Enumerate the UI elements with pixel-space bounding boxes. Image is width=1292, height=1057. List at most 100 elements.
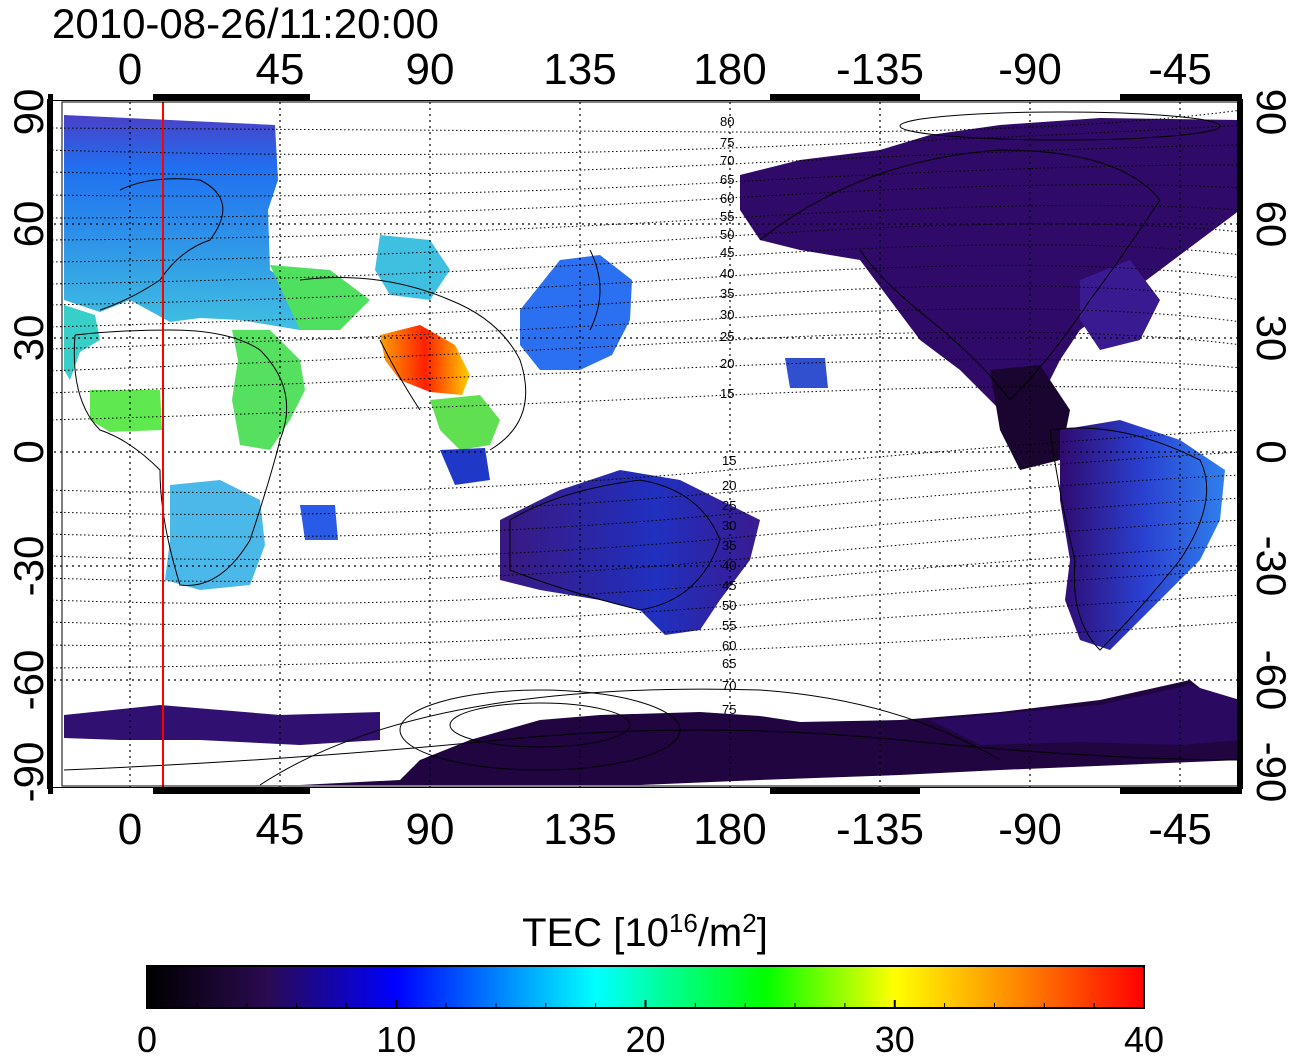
contour-label: 65 xyxy=(722,656,736,671)
polar-contours xyxy=(259,111,1221,786)
contour-label: 25 xyxy=(722,498,736,513)
lat-tick-right: -30 xyxy=(1248,536,1292,597)
contour-label: 20 xyxy=(720,356,734,371)
contour-label: 70 xyxy=(720,153,734,168)
lat-tick-left: 60 xyxy=(5,201,52,248)
contour-label: 55 xyxy=(722,618,736,633)
lat-tick-left: -60 xyxy=(5,650,52,711)
colorbar: TEC [1016/m2] 0 10 20 30 40 xyxy=(137,908,1164,1057)
contour-label: 40 xyxy=(722,558,736,573)
tec-region-antarctica xyxy=(64,680,1240,785)
contour-label: 60 xyxy=(720,191,734,206)
lon-tick-bottom: 90 xyxy=(406,805,455,854)
lon-tick-bottom: 45 xyxy=(256,805,305,854)
lon-tick-bottom: -45 xyxy=(1148,805,1212,854)
contour-label: 35 xyxy=(720,286,734,301)
tec-region-africa-west xyxy=(90,390,162,432)
coastlines xyxy=(63,149,1241,771)
contour-label: 30 xyxy=(720,307,734,322)
lat-tick-right: 30 xyxy=(1248,315,1292,362)
graticule xyxy=(48,102,1242,787)
contour-label: 45 xyxy=(722,578,736,593)
lon-tick-top: 45 xyxy=(256,45,305,94)
contour-label: 60 xyxy=(722,638,736,653)
colorbar-tick-label: 40 xyxy=(1124,1019,1164,1057)
colorbar-title: TEC [1016/m2] xyxy=(522,908,768,955)
lat-tick-right: 60 xyxy=(1248,201,1292,248)
lat-tick-left: 30 xyxy=(5,315,52,362)
tec-region-middle-east xyxy=(270,265,370,330)
figure-title: 2010-08-26/11:20:00 xyxy=(52,0,439,47)
magnetic-contours xyxy=(47,109,1243,669)
contour-label: 65 xyxy=(720,172,734,187)
lat-tick-left: -90 xyxy=(5,742,52,803)
lon-tick-top: 90 xyxy=(406,45,455,94)
tec-data-layer xyxy=(64,115,1240,785)
lat-tick-left: -30 xyxy=(5,536,52,597)
tec-region-central-america xyxy=(990,365,1070,470)
tec-region-europe xyxy=(64,115,310,330)
lon-tick-top: 180 xyxy=(693,45,766,94)
tec-region-north-america-east xyxy=(1080,260,1160,350)
colorbar-tick-label: 10 xyxy=(376,1019,416,1057)
contour-label: 75 xyxy=(722,702,736,717)
tec-region-africa-south xyxy=(165,480,265,590)
frame-minor-ticks xyxy=(53,94,1120,794)
contour-label: 15 xyxy=(720,386,734,401)
colorbar-ticks: 0 10 20 30 40 xyxy=(137,1000,1164,1057)
lat-ticks-right: 90 60 30 0 -30 -60 -90 xyxy=(1248,89,1292,803)
lat-tick-right: 0 xyxy=(1248,440,1292,463)
contour-labels-south: 15 20 25 30 35 40 45 50 55 60 65 70 75 xyxy=(722,453,736,717)
lon-tick-top: 0 xyxy=(118,45,142,94)
tec-region-africa-central xyxy=(232,330,305,450)
tec-region-hawaii xyxy=(785,358,828,388)
tec-region-antarctica-west xyxy=(64,705,380,745)
tec-region-south-america xyxy=(1060,420,1225,650)
lat-ticks-left: 90 60 30 0 -30 -60 -90 xyxy=(5,89,52,803)
lon-tick-top: 135 xyxy=(543,45,616,94)
contour-label: 50 xyxy=(722,598,736,613)
lat-tick-right: -90 xyxy=(1248,742,1292,803)
tec-region-africa-north xyxy=(64,305,100,380)
contour-label: 25 xyxy=(720,329,734,344)
tec-region-australia xyxy=(500,470,760,635)
lon-tick-top: -90 xyxy=(998,45,1062,94)
contour-label: 20 xyxy=(722,478,736,493)
tec-region-indochina xyxy=(430,395,500,450)
contour-label: 50 xyxy=(720,227,734,242)
contour-labels-north: 80 75 70 65 60 55 50 45 40 35 30 25 20 15 xyxy=(720,114,734,401)
lon-tick-top: -135 xyxy=(836,45,924,94)
lon-ticks-bottom: 0 45 90 135 180 -135 -90 -45 xyxy=(118,805,1212,854)
tec-region-mongolia xyxy=(375,235,450,300)
contour-label: 30 xyxy=(722,518,736,533)
contour-label: 80 xyxy=(720,114,734,129)
lon-tick-bottom: 0 xyxy=(118,805,142,854)
map-panel: 80 75 70 65 60 55 50 45 40 35 30 25 20 15 15 20 25 30 35 4… xyxy=(47,94,1243,794)
lat-tick-left: 0 xyxy=(5,440,52,463)
tec-region-madagascar xyxy=(300,505,338,540)
lon-tick-bottom: 180 xyxy=(693,805,766,854)
contour-label: 15 xyxy=(722,453,736,468)
tec-region-east-asia xyxy=(520,255,632,370)
tec-region-antarctica-east xyxy=(930,685,1240,745)
contour-label: 40 xyxy=(720,266,734,281)
lon-tick-bottom: 135 xyxy=(543,805,616,854)
contour-label: 45 xyxy=(720,245,734,260)
colorbar-tick-label: 0 xyxy=(137,1019,157,1057)
colorbar-tick-label: 30 xyxy=(875,1019,915,1057)
lat-tick-right: -60 xyxy=(1248,650,1292,711)
tec-region-north-america xyxy=(740,118,1240,420)
contour-label: 75 xyxy=(720,135,734,150)
contour-label: 70 xyxy=(722,678,736,693)
tec-region-south-asia xyxy=(380,325,470,395)
lon-ticks-top: 0 45 90 135 180 -135 -90 -45 xyxy=(118,45,1212,94)
contour-label: 55 xyxy=(720,209,734,224)
lon-tick-bottom: -135 xyxy=(836,805,924,854)
lat-tick-right: 90 xyxy=(1248,89,1292,136)
tec-region-indonesia xyxy=(440,448,490,485)
lon-tick-top: -45 xyxy=(1148,45,1212,94)
colorbar-tick-label: 20 xyxy=(625,1019,665,1057)
contour-label: 35 xyxy=(722,538,736,553)
lon-tick-bottom: -90 xyxy=(998,805,1062,854)
